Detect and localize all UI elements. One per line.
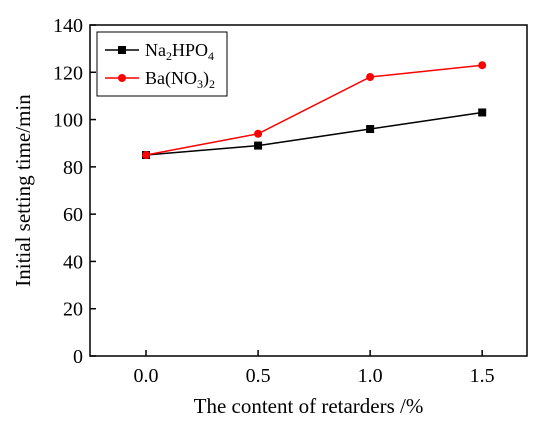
y-tick-label: 100 bbox=[53, 110, 83, 132]
y-tick-label: 80 bbox=[63, 157, 83, 179]
legend-marker bbox=[118, 46, 126, 54]
legend-label-part: ) bbox=[203, 68, 209, 89]
series-1 bbox=[142, 61, 487, 160]
y-tick-label: 20 bbox=[63, 299, 83, 321]
data-point bbox=[478, 108, 487, 117]
y-tick-label: 0 bbox=[73, 346, 83, 368]
data-point bbox=[142, 151, 151, 160]
series-line bbox=[145, 111, 483, 156]
y-tick-label: 140 bbox=[53, 15, 83, 37]
data-point bbox=[254, 141, 263, 150]
y-tick-label: 120 bbox=[53, 62, 83, 84]
legend-label-subscript: 4 bbox=[208, 49, 214, 63]
legend-label-part: Ba(NO bbox=[145, 68, 197, 89]
data-point bbox=[478, 61, 487, 70]
legend-marker bbox=[118, 74, 126, 82]
x-axis-title: The content of retarders /% bbox=[194, 394, 424, 418]
y-axis-title: Initial setting time/min bbox=[11, 94, 35, 287]
data-point bbox=[366, 125, 375, 134]
legend-label-subscript: 3 bbox=[197, 77, 203, 91]
plot-frame bbox=[89, 24, 528, 357]
legend-item: Ba(NO3)2 bbox=[105, 68, 215, 91]
legend-label-subscript: 2 bbox=[209, 77, 215, 91]
series-0 bbox=[142, 108, 487, 160]
axes: 0 20 40 60 80 100 120 140 0.0 0.5 1.0 1.5 bbox=[53, 15, 528, 387]
legend-label-subscript: 2 bbox=[166, 49, 172, 63]
y-tick-label: 40 bbox=[63, 251, 83, 273]
series-group bbox=[142, 61, 487, 160]
series-line bbox=[145, 64, 483, 156]
x-tick-label: 0.0 bbox=[134, 365, 159, 387]
data-point bbox=[366, 73, 375, 82]
x-tick-label: 1.5 bbox=[470, 365, 495, 387]
x-tick-label: 0.5 bbox=[246, 365, 271, 387]
legend-label: Na2HPO4 bbox=[145, 40, 214, 63]
y-tick-label: 60 bbox=[63, 204, 83, 226]
legend-label: Ba(NO3)2 bbox=[145, 68, 215, 91]
data-point bbox=[254, 129, 263, 138]
legend-item: Na2HPO4 bbox=[105, 40, 214, 63]
legend-label-part: HPO bbox=[172, 40, 208, 60]
legend-label-part: Na bbox=[145, 40, 166, 60]
x-tick-label: 1.0 bbox=[358, 365, 383, 387]
legend-box bbox=[96, 31, 228, 97]
